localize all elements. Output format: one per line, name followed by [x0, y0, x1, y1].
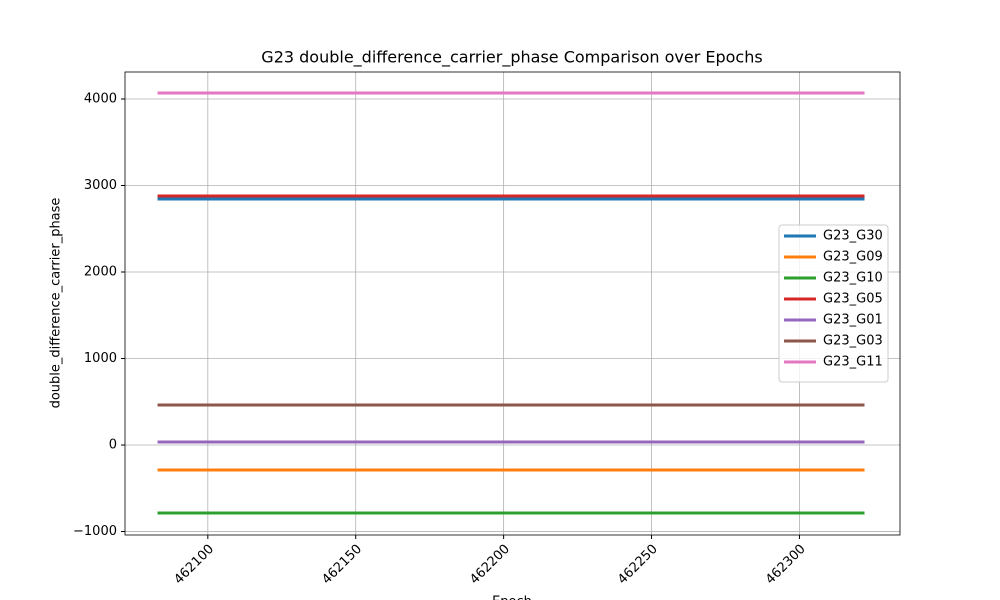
legend-label: G23_G11 [823, 355, 883, 370]
y-axis-label: double_difference_carrier_phase [49, 198, 64, 409]
legend-label: G23_G01 [823, 313, 883, 328]
legend: G23_G30 G23_G09 G23_G10 G23_G05 G23_G01 G23_G… [778, 224, 889, 383]
x-axis-label: Epoch [492, 595, 532, 600]
legend-label: G23_G05 [823, 292, 883, 307]
y-tick-label: 1000 [84, 351, 117, 366]
x-tick-label: 462150 [319, 542, 365, 588]
legend-label: G23_G30 [823, 229, 883, 244]
plot-frame [124, 71, 901, 536]
x-tick-label: 462200 [467, 542, 513, 588]
legend-label: G23_G10 [823, 271, 883, 286]
legend-box [778, 224, 889, 383]
y-tick-label: 2000 [84, 265, 117, 280]
y-tick-label: 0 [109, 438, 117, 453]
legend-label: G23_G09 [823, 250, 883, 265]
y-tick-label: 4000 [84, 91, 117, 106]
legend-label: G23_G03 [823, 334, 883, 349]
x-tick-label: 462300 [763, 542, 809, 588]
x-tick-label: 462100 [171, 542, 217, 588]
chart-title: G23 double_difference_carrier_phase Comp… [261, 48, 762, 68]
y-tick-label: 3000 [84, 178, 117, 193]
x-tick-label: 462250 [615, 542, 661, 588]
y-tick-label: −1000 [73, 524, 117, 539]
